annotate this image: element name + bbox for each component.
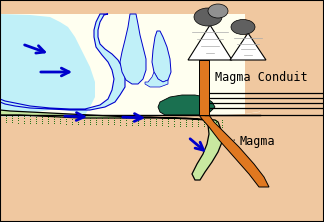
Polygon shape — [145, 72, 168, 87]
Polygon shape — [0, 0, 324, 14]
Polygon shape — [152, 31, 171, 82]
Polygon shape — [245, 14, 324, 114]
Ellipse shape — [231, 20, 255, 34]
Polygon shape — [158, 95, 215, 115]
Polygon shape — [0, 14, 95, 115]
Text: Magma: Magma — [234, 135, 276, 149]
Ellipse shape — [208, 4, 228, 18]
Polygon shape — [188, 25, 232, 60]
Polygon shape — [0, 110, 222, 180]
Polygon shape — [0, 14, 260, 117]
Polygon shape — [120, 14, 146, 84]
Polygon shape — [230, 33, 266, 60]
Text: Magma Conduit: Magma Conduit — [209, 71, 307, 83]
Polygon shape — [199, 115, 269, 187]
Polygon shape — [0, 14, 125, 110]
Ellipse shape — [194, 8, 222, 26]
